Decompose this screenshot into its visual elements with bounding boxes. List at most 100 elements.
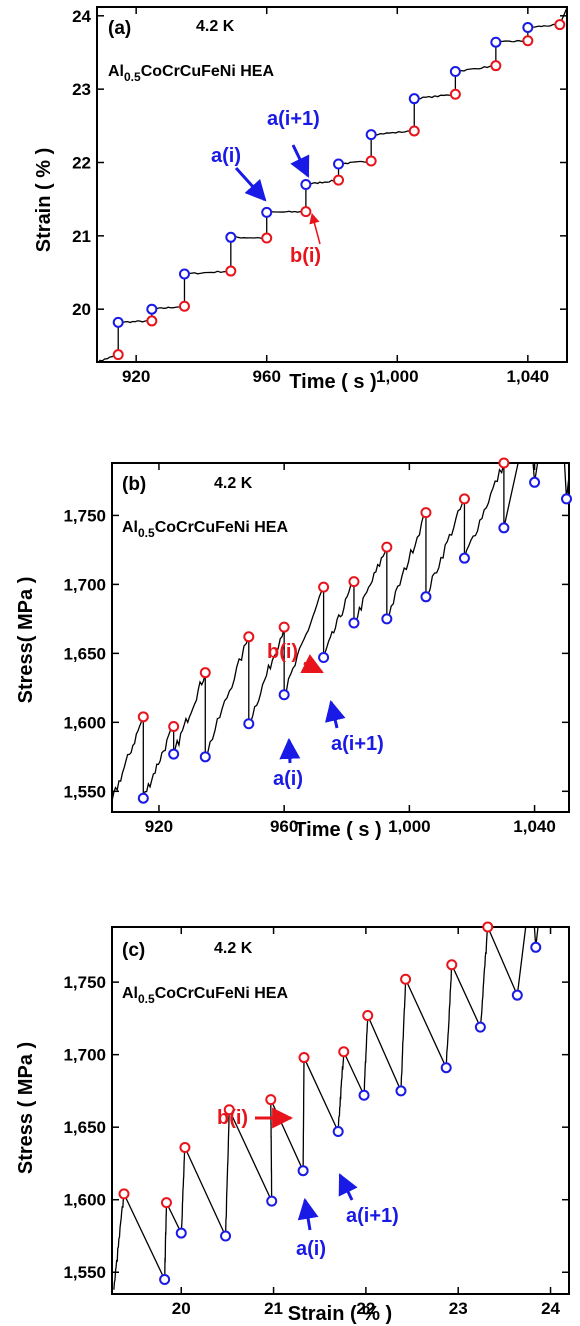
- y-tick-label: 22: [72, 153, 91, 172]
- material-prefix: Al: [122, 519, 138, 536]
- point-a: [243, 718, 255, 730]
- material-label: Al0.5CoCrCuFeNi HEA: [122, 985, 288, 1006]
- point-a: [159, 1273, 171, 1285]
- y-tick-label: 1,700: [63, 575, 106, 594]
- point-a: [261, 206, 273, 218]
- point-b: [446, 959, 458, 971]
- y-axis-label: Strain ( % ): [33, 148, 55, 252]
- point-a: [511, 989, 523, 1001]
- point-a: [395, 1085, 407, 1097]
- point-a: [137, 792, 149, 804]
- point-a: [146, 303, 158, 315]
- point-b: [365, 155, 377, 167]
- stress-strain-trace: [113, 927, 539, 1290]
- point-a: [168, 748, 180, 760]
- point-a: [333, 158, 345, 170]
- point-b: [522, 35, 534, 47]
- point-b: [278, 621, 290, 633]
- point-a: [529, 476, 541, 488]
- y-tick-label: 1,650: [63, 644, 106, 663]
- point-b: [265, 1094, 277, 1106]
- y-tick-label: 1,750: [63, 506, 106, 525]
- panel-label: (c): [122, 940, 145, 961]
- point-a: [365, 129, 377, 141]
- point-b: [348, 576, 360, 588]
- annotation-a-i: a(i): [211, 145, 241, 167]
- x-axis-label: Time ( s ): [294, 819, 381, 841]
- point-b: [223, 1104, 235, 1116]
- panel-label: (a): [108, 18, 131, 39]
- panel-b-stress-vs-time: 920 960 1,000 1,040 1,550 1,600 1,650 1,700 1,75…: [15, 457, 572, 841]
- point-a: [112, 316, 124, 328]
- x-axis-label: Strain ( % ): [288, 1303, 392, 1325]
- material-prefix: Al: [122, 985, 138, 1002]
- x-axis-label: Time ( s ): [289, 371, 376, 393]
- point-a: [498, 522, 510, 534]
- annotation-a-i-arrow: [297, 1197, 319, 1231]
- annotation-a-i-arrow: [234, 166, 267, 202]
- annotation-b-i-arrow: [309, 212, 321, 245]
- annotation-b-i: b(i): [217, 1107, 248, 1129]
- point-b: [420, 507, 432, 519]
- data-markers: [118, 921, 542, 1285]
- x-tick-label: 960: [270, 817, 298, 836]
- y-tick-label: 1,700: [63, 1046, 106, 1065]
- point-a: [225, 231, 237, 243]
- x-tick-label: 1,000: [388, 817, 431, 836]
- point-b: [400, 973, 412, 985]
- point-a: [440, 1062, 452, 1074]
- annotation-a-i: a(i): [296, 1238, 326, 1260]
- material-label: Al0.5CoCrCuFeNi HEA: [108, 63, 274, 84]
- point-a: [358, 1089, 370, 1101]
- point-a: [175, 1227, 187, 1239]
- x-tick-label: 1,040: [507, 367, 550, 386]
- x-tick-label: 960: [253, 367, 281, 386]
- x-tick-label: 22: [356, 1299, 375, 1318]
- point-b: [261, 232, 273, 244]
- point-b: [199, 667, 211, 679]
- annotation-a-i-plus-1-arrow: [325, 699, 346, 729]
- material-suffix: CoCrCuFeNi HEA: [155, 519, 289, 536]
- point-a: [266, 1195, 278, 1207]
- point-b: [554, 19, 566, 31]
- y-tick-label: 1,550: [63, 782, 106, 801]
- x-tick-label: 1,040: [513, 817, 556, 836]
- x-tick-label: 23: [449, 1299, 468, 1318]
- material-prefix: Al: [108, 63, 124, 80]
- annotation-b-i-arrow: [300, 654, 324, 674]
- point-a: [348, 617, 360, 629]
- point-b: [243, 631, 255, 643]
- annotation-a-i-plus-1: a(i+1): [346, 1205, 399, 1227]
- axis-ticks: 920 960 1,000 1,040 1,550 1,600 1,650 1,700 1,75…: [63, 463, 569, 836]
- point-a: [332, 1126, 344, 1138]
- y-tick-label: 1,650: [63, 1118, 106, 1137]
- point-b: [225, 265, 237, 277]
- point-b: [300, 206, 312, 218]
- panel-label: (b): [122, 474, 146, 495]
- point-b: [498, 457, 510, 469]
- point-a: [297, 1165, 309, 1177]
- annotation-b-i: b(i): [267, 641, 298, 663]
- annotation-a-i-arrow: [279, 737, 301, 764]
- point-a: [318, 652, 330, 664]
- y-tick-label: 1,550: [63, 1263, 106, 1282]
- point-b: [178, 300, 190, 312]
- point-b: [338, 1046, 350, 1058]
- data-markers: [137, 457, 572, 804]
- material-suffix: CoCrCuFeNi HEA: [155, 985, 289, 1002]
- point-a: [530, 941, 542, 953]
- point-b: [137, 711, 149, 723]
- x-tick-label: 1,000: [376, 367, 419, 386]
- y-axis-label: Stress( MPa ): [15, 577, 37, 704]
- material-label: Al0.5CoCrCuFeNi HEA: [122, 519, 288, 540]
- y-tick-label: 20: [72, 300, 91, 319]
- x-tick-label: 20: [172, 1299, 191, 1318]
- point-b: [490, 60, 502, 72]
- annotation-a-i-plus-1-arrow: [338, 1173, 358, 1201]
- point-b: [160, 1197, 172, 1209]
- point-a: [300, 179, 312, 190]
- point-b: [112, 349, 124, 361]
- point-a: [522, 22, 534, 34]
- data-markers: [112, 19, 566, 361]
